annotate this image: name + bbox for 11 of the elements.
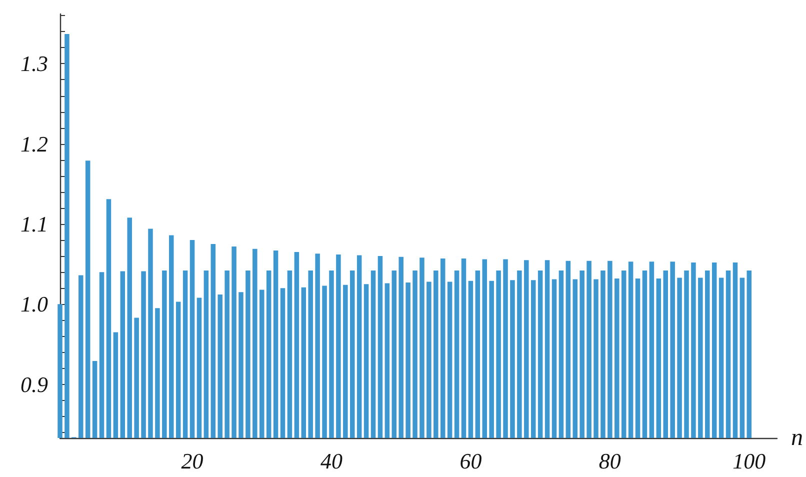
x-tick-label: 80	[598, 448, 621, 474]
y-tick-label: 1.1	[20, 211, 48, 236]
x-tick-label: 40	[320, 448, 342, 474]
x-tick-label: 20	[181, 448, 204, 474]
x-axis-title: n	[791, 425, 803, 451]
x-tick-label: 100	[732, 448, 766, 474]
y-tick-label: 1.2	[20, 131, 48, 156]
x-tick-label: 60	[460, 448, 482, 474]
y-tick-label: 0.9	[20, 372, 48, 397]
y-tick-label: 1.3	[20, 51, 48, 76]
y-tick-label: 1.0	[20, 292, 48, 317]
